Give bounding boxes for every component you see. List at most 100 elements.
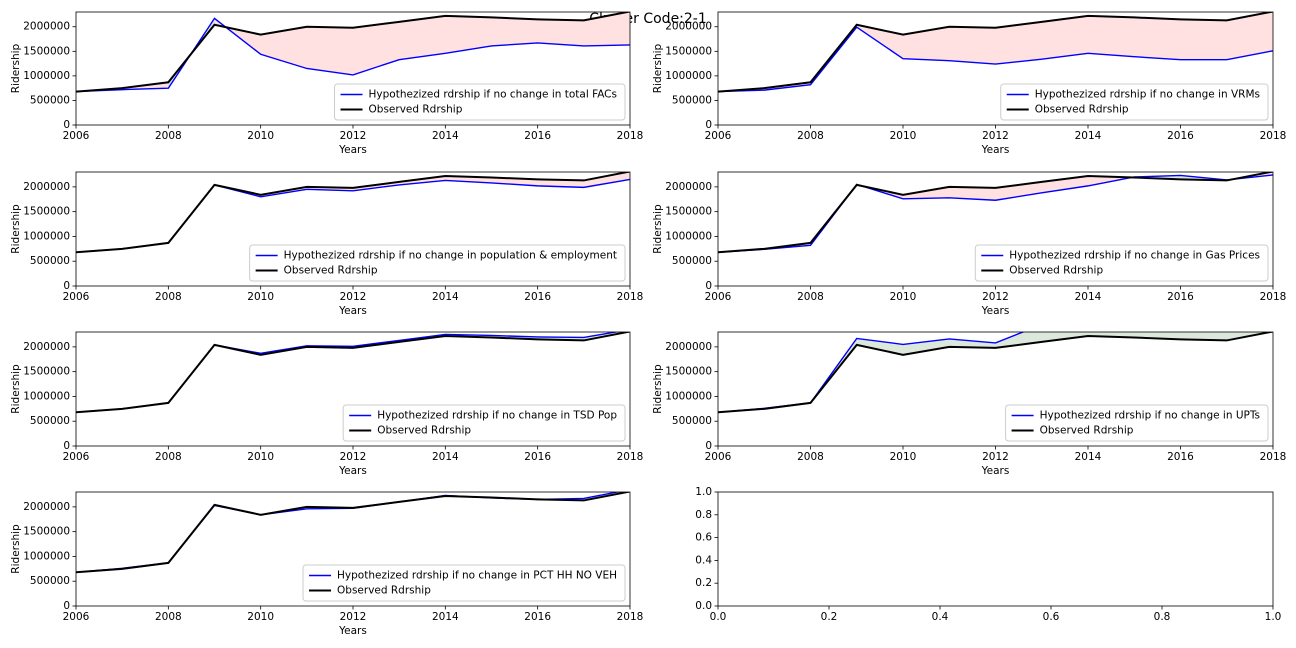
y-tick-label: 0.4 (695, 554, 712, 566)
y-tick-label: 0 (705, 119, 712, 131)
legend-box (1000, 83, 1269, 121)
x-tick-label: 2008 (155, 611, 182, 623)
y-tick-label: 2000000 (23, 341, 70, 353)
y-tick-label: 1.0 (695, 486, 712, 498)
legend-label: Observed Rdrship (369, 104, 463, 116)
y-axis-label: Ridership (652, 204, 664, 254)
x-tick-label: 2010 (247, 611, 274, 623)
series-line (76, 332, 630, 414)
x-tick-label: 0.0 (710, 611, 727, 623)
legend-box (334, 83, 626, 121)
series-line (718, 332, 1273, 414)
x-tick-label: 2006 (63, 611, 90, 623)
x-tick-label: 2012 (340, 130, 367, 142)
x-tick-label: 2012 (340, 451, 367, 463)
x-tick-label: 2012 (340, 291, 367, 303)
y-axis-label: Ridership (652, 43, 664, 93)
series-line (718, 174, 1273, 253)
fill-between (1087, 15, 1135, 57)
plot-area (76, 332, 630, 414)
legend: Hypothezized rdrship if no change in PCT… (302, 564, 626, 602)
y-tick-label: 500000 (30, 94, 70, 106)
x-tick-label: 2016 (1167, 291, 1194, 303)
y-tick-label: 2000000 (23, 181, 70, 193)
legend-label: Observed Rdrship (1009, 265, 1103, 277)
x-tick-label: 2014 (432, 451, 459, 463)
y-tick-label: 0 (63, 600, 70, 612)
legend-box (974, 244, 1269, 282)
x-tick-label: 2014 (432, 291, 459, 303)
y-axis-label: Ridership (652, 364, 664, 414)
x-tick-label: 2008 (155, 130, 182, 142)
legend: Hypothezized rdrship if no change in Gas… (974, 244, 1269, 282)
legend-label: Hypothezized rdrship if no change in UPT… (1040, 410, 1260, 422)
legend-box (249, 244, 626, 282)
fill-between (1134, 17, 1181, 60)
legend-box (342, 404, 626, 442)
series-line (76, 492, 621, 573)
x-tick-label: 2006 (63, 451, 90, 463)
y-tick-label: 1000000 (23, 550, 70, 562)
plot-area (718, 332, 1273, 414)
x-tick-label: 2018 (617, 291, 644, 303)
x-tick-label: 0.2 (821, 611, 838, 623)
x-tick-label: 2016 (524, 451, 551, 463)
y-tick-label: 500000 (672, 415, 712, 427)
y-tick-label: 2000000 (665, 341, 712, 353)
y-tick-label: 500000 (672, 255, 712, 267)
fill-between (537, 19, 585, 47)
x-tick-label: 2012 (982, 130, 1009, 142)
legend-label: Observed Rdrship (1040, 425, 1134, 437)
x-tick-label: 1.0 (1265, 611, 1282, 623)
plot-area (718, 12, 1273, 93)
x-tick-label: 2016 (1167, 130, 1194, 142)
legend: Hypothezized rdrship if no change in pop… (249, 244, 626, 282)
fill-between (1180, 332, 1227, 341)
legend-label: Hypothezized rdrship if no change in tot… (369, 89, 617, 101)
plot-area (76, 172, 630, 254)
series-line (76, 12, 630, 93)
x-tick-label: 2008 (797, 130, 824, 142)
legend-label: Observed Rdrship (337, 585, 431, 597)
fill-between (1134, 332, 1181, 340)
x-tick-label: 2014 (1075, 130, 1102, 142)
x-tick-label: 0.4 (932, 611, 949, 623)
legend-box (302, 564, 626, 602)
y-tick-label: 500000 (672, 94, 712, 106)
x-tick-label: 2010 (247, 291, 274, 303)
x-tick-label: 2006 (705, 130, 732, 142)
legend: Hypothezized rdrship if no change in VRM… (1000, 83, 1269, 121)
x-tick-label: 2008 (155, 291, 182, 303)
legend: Hypothezized rdrship if no change in tot… (334, 83, 626, 121)
x-tick-label: 2012 (982, 451, 1009, 463)
legend-label: Hypothezized rdrship if no change in pop… (284, 250, 617, 262)
fill-between (1041, 15, 1089, 60)
y-tick-label: 0.8 (695, 509, 712, 521)
x-tick-label: 2010 (890, 291, 917, 303)
series-line (76, 178, 630, 253)
x-axis-label: Years (338, 625, 367, 637)
x-tick-label: 2008 (797, 291, 824, 303)
fill-between (1226, 332, 1272, 341)
legend: Hypothezized rdrship if no change in TSD… (342, 404, 626, 442)
series-line (718, 12, 1273, 93)
x-tick-label: 2016 (524, 130, 551, 142)
plot-area (76, 492, 630, 574)
x-axis-label: Years (338, 305, 367, 317)
plot-area (76, 12, 630, 93)
series-line (718, 172, 1273, 254)
fill-between (491, 17, 538, 47)
legend-label: Observed Rdrship (377, 425, 471, 437)
y-axis-label: Ridership (10, 204, 22, 254)
y-tick-label: 500000 (30, 415, 70, 427)
y-tick-label: 1000000 (665, 230, 712, 242)
x-tick-label: 2014 (1075, 451, 1102, 463)
x-tick-label: 2008 (797, 451, 824, 463)
x-tick-label: 2014 (432, 130, 459, 142)
x-tick-label: 2006 (705, 291, 732, 303)
series-line (76, 332, 620, 413)
y-tick-label: 0.0 (695, 600, 712, 612)
y-tick-label: 0.6 (695, 532, 712, 544)
y-tick-label: 0 (63, 440, 70, 452)
series-line (76, 172, 630, 254)
